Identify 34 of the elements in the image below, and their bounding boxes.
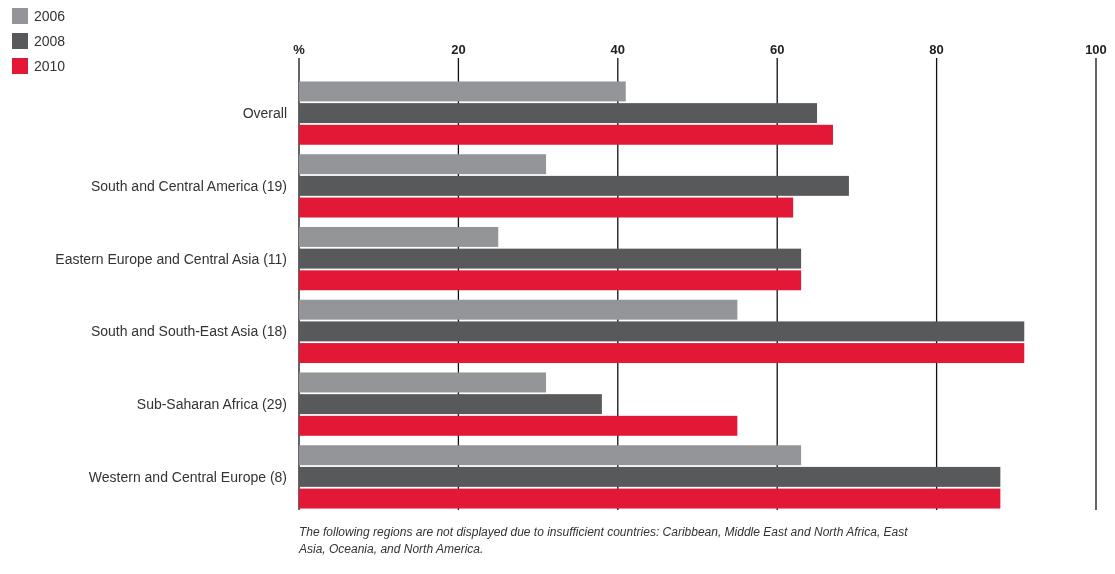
bar — [299, 466, 1001, 487]
bar — [299, 372, 547, 393]
x-tick-label: 60 — [769, 42, 785, 57]
legend-label: 2010 — [34, 58, 66, 74]
x-tick-label: 20 — [451, 42, 466, 57]
bar — [299, 394, 602, 415]
x-tick-label: 100 — [1085, 42, 1107, 57]
y-tick-label: South and Central America (19) — [90, 177, 287, 194]
bar — [299, 81, 626, 102]
bar — [299, 270, 802, 291]
x-tick-label: % — [293, 42, 306, 57]
y-tick-label: Overall — [242, 105, 287, 122]
bar — [299, 103, 818, 124]
y-tick-label: Western and Central Europe (8) — [88, 468, 287, 485]
bar — [299, 197, 794, 218]
y-tick-label: Eastern Europe and Central Asia (11) — [55, 250, 287, 267]
x-tick-label: 80 — [929, 42, 944, 57]
legend-label: 2006 — [34, 8, 66, 24]
bar — [299, 445, 802, 466]
bar — [299, 175, 849, 196]
bar — [299, 488, 1001, 509]
bar — [299, 248, 802, 269]
text: The following regions are not displayed due to insufficient countries: Caribbean, Middle East and North Africa, East Asia, Oceania, and North America. — [298, 525, 909, 556]
legend-label: 2008 — [34, 33, 66, 49]
x-tick-label: 40 — [610, 42, 626, 57]
bar — [299, 226, 499, 247]
bar — [299, 154, 547, 175]
y-tick-label: Sub-Saharan Africa (29) — [136, 396, 287, 413]
bar — [299, 415, 738, 436]
bar — [299, 343, 1025, 364]
bar — [299, 124, 833, 145]
bar — [299, 299, 738, 320]
bar — [299, 321, 1025, 342]
y-tick-label: South and South-East Asia (18) — [90, 323, 287, 340]
